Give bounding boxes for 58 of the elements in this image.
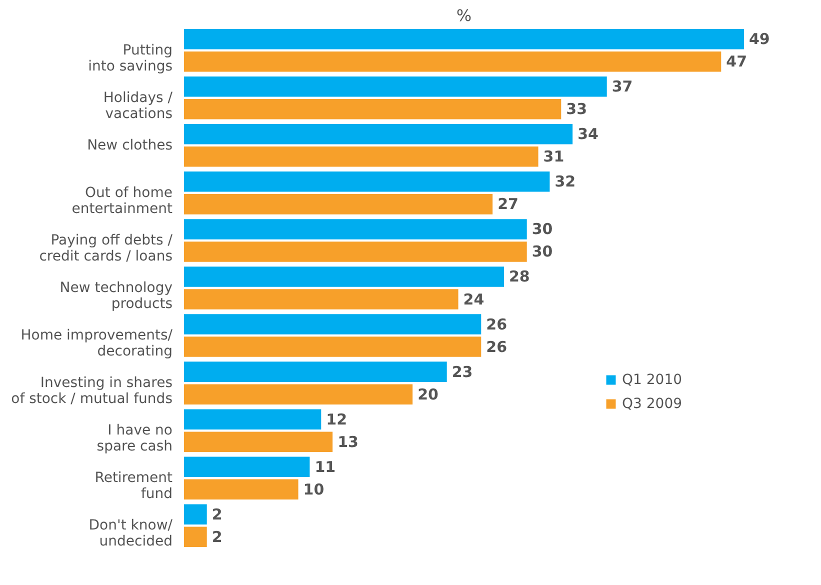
data-label: 31 [543,148,564,166]
legend-label: Q1 2010 [622,372,682,388]
y-tick-label: New technology products [60,280,172,312]
y-tick-label: Paying off debts / credit cards / loans [39,232,173,264]
y-tick-label: Putting into savings [88,42,172,74]
y-tick-label: New clothes [87,137,172,154]
bar [184,314,482,334]
data-label: 2 [212,528,222,546]
bar [184,76,607,97]
chart-title: % [456,6,472,25]
data-label: 2 [212,505,222,524]
bar [184,266,504,287]
bar [184,362,447,382]
bar [184,456,310,477]
bar [184,146,538,167]
data-label: 32 [554,172,576,191]
y-tick-label: Out of home entertainment [72,184,174,217]
y-tick-label: Don't know/ undecided [88,518,173,550]
data-label: 34 [578,125,598,144]
data-label: 13 [338,432,358,451]
data-label: 26 [486,315,508,334]
y-tick-label: Home improvements/ decorating [20,328,173,360]
data-label: 26 [486,338,508,356]
data-label: 24 [463,290,484,308]
bar [184,504,207,525]
y-tick-label: Holidays / vacations [103,90,173,122]
data-label: 27 [498,195,518,214]
bar [184,51,722,72]
bar [184,479,298,500]
y-tick-label: I have no spare cash [96,422,172,455]
bar [184,194,493,214]
legend-label: Q3 2009 [622,396,682,412]
bar [184,432,333,452]
bar [184,384,413,404]
data-label: 28 [509,268,530,286]
data-label: 30 [532,242,553,261]
data-label: 33 [566,100,588,118]
bar [184,219,527,240]
data-label: 37 [612,78,633,96]
bar [184,336,482,357]
data-label: 47 [726,52,748,71]
data-label: 20 [418,385,438,404]
bar [184,409,322,430]
y-tick-label: Retirement fund [94,470,174,502]
data-label: 30 [532,220,553,238]
bar [184,289,458,310]
data-label: 12 [326,410,348,428]
bar [184,99,562,120]
bar [184,124,573,144]
y-tick-label: Investing in shares of stock / mutual funds [11,375,172,408]
data-label: 49 [749,30,770,48]
data-label: 11 [314,458,336,476]
bar [184,28,744,50]
bar [184,242,527,262]
data-label: 23 [452,362,473,381]
bar [184,526,207,548]
data-label: 10 [303,480,324,498]
bar [184,172,550,192]
